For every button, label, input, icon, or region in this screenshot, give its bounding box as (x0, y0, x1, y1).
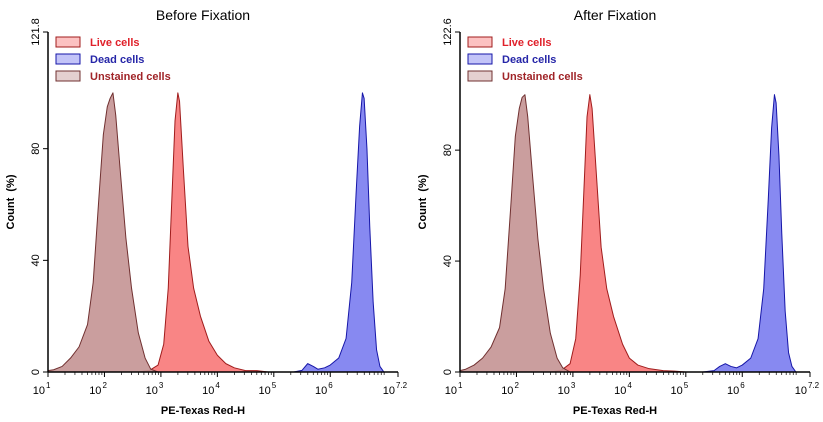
x-tick-label: 10 1 (445, 381, 463, 397)
series-area-dead-cells (293, 92, 385, 373)
series-area-unstained-cells (459, 94, 571, 373)
series-area-live-cells (549, 94, 687, 373)
x-tick-exponent: 6 (740, 381, 745, 390)
legend-label: Live cells (502, 37, 552, 49)
legend-swatch (55, 36, 81, 48)
x-tick-label: 10 2 (89, 381, 107, 397)
chart-title: After Fixation (574, 7, 656, 23)
y-axis-title: Count (%) (417, 174, 429, 229)
y-tick-label: 40 (30, 254, 42, 266)
x-tick-exponent: 5 (272, 381, 277, 390)
x-tick-exponent: 7.2 (396, 381, 408, 390)
x-tick-exponent: 2 (514, 381, 519, 390)
y-tick-label: 121.8 (30, 18, 42, 46)
chart-after-fixation: After Fixation 0 40 80 122.6 Count (%) 10 1 10 2 1… (412, 0, 823, 422)
legend-swatch (55, 53, 81, 65)
x-tick-base: 10 (727, 385, 739, 397)
x-axis-title: PE-Texas Red-H (161, 405, 245, 417)
legend-swatch (55, 70, 81, 82)
x-tick-base: 10 (614, 385, 626, 397)
x-tick-label: 10 6 (727, 381, 745, 397)
x-tick-exponent: 4 (627, 381, 632, 390)
y-tick-label: 80 (442, 144, 454, 156)
x-tick-exponent: 2 (102, 381, 107, 390)
series-area-unstained-cells (47, 92, 159, 373)
x-tick-exponent: 4 (215, 381, 220, 390)
x-tick-base: 10 (795, 385, 807, 397)
y-tick-label: 122.6 (442, 18, 454, 46)
x-tick-exponent: 3 (159, 381, 164, 390)
x-tick-base: 10 (383, 385, 395, 397)
legend-swatch (467, 70, 493, 82)
x-tick-label: 10 2 (501, 381, 519, 397)
x-tick-base: 10 (501, 385, 513, 397)
y-tick-label: 40 (442, 255, 454, 267)
x-tick-label: 10 3 (558, 381, 576, 397)
x-tick-exponent: 6 (328, 381, 333, 390)
y-axis-title: Count (%) (5, 174, 17, 229)
x-tick-base: 10 (146, 385, 158, 397)
x-tick-base: 10 (259, 385, 271, 397)
legend-swatch (467, 36, 493, 48)
x-tick-exponent: 1 (46, 381, 51, 390)
x-tick-exponent: 7.2 (808, 381, 820, 390)
y-tick-label: 0 (442, 369, 454, 375)
x-tick-label: 10 4 (202, 381, 220, 397)
x-tick-label: 10 5 (671, 381, 689, 397)
x-tick-exponent: 5 (684, 381, 689, 390)
x-tick-base: 10 (33, 385, 45, 397)
legend-label: Dead cells (502, 54, 556, 66)
x-tick-label: 10 3 (146, 381, 164, 397)
x-tick-base: 10 (89, 385, 101, 397)
x-tick-label: 10 7.2 (383, 381, 408, 397)
x-tick-base: 10 (558, 385, 570, 397)
x-tick-base: 10 (671, 385, 683, 397)
legend-label: Unstained cells (90, 71, 171, 83)
x-tick-base: 10 (202, 385, 214, 397)
x-tick-label: 10 5 (259, 381, 277, 397)
legend-swatch (467, 53, 493, 65)
legend-label: Live cells (90, 37, 140, 49)
x-tick-base: 10 (315, 385, 327, 397)
chart-before-fixation: Before Fixation 0 40 80 121.8 Count (%) 10 1 10 2… (5, 7, 408, 417)
x-tick-label: 10 7.2 (795, 381, 820, 397)
x-tick-label: 10 6 (315, 381, 333, 397)
x-axis-title: PE-Texas Red-H (573, 405, 657, 417)
legend-label: Dead cells (90, 54, 144, 66)
series-area-live-cells (137, 92, 269, 373)
y-tick-label: 80 (30, 143, 42, 155)
x-tick-exponent: 1 (458, 381, 463, 390)
y-tick-label: 0 (30, 369, 42, 375)
legend-label: Unstained cells (502, 71, 583, 83)
chart-title: Before Fixation (156, 7, 250, 23)
x-tick-exponent: 3 (571, 381, 576, 390)
x-tick-base: 10 (445, 385, 457, 397)
x-tick-label: 10 4 (614, 381, 632, 397)
x-tick-label: 10 1 (33, 381, 51, 397)
series-area-dead-cells (702, 94, 797, 373)
